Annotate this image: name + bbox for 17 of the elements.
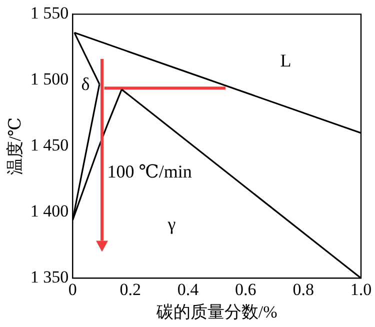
annotation: 100 ℃/min — [107, 161, 192, 182]
y-tick-label: 1 400 — [30, 202, 69, 221]
x-tick-label: 0.2 — [120, 280, 141, 299]
y-tick-label: 1 450 — [30, 136, 69, 155]
x-tick-label: 0.6 — [235, 280, 256, 299]
x-tick-label: 1.0 — [350, 280, 372, 299]
x-tick-label: 0.8 — [292, 280, 314, 299]
y-tick-label: 1 550 — [30, 4, 69, 23]
x-axis-title: 碳的质量分数/% — [155, 302, 278, 322]
x-tick-label: 0.4 — [177, 280, 200, 299]
annotation: L — [280, 50, 292, 70]
y-tick-label: 1 500 — [30, 70, 69, 89]
y-tick-label: 1 350 — [30, 268, 69, 287]
annotation: γ — [166, 214, 176, 234]
x-tick-label: 0 — [68, 280, 77, 299]
annotation: δ — [81, 74, 90, 94]
y-axis-title: 温度/℃ — [6, 117, 25, 176]
